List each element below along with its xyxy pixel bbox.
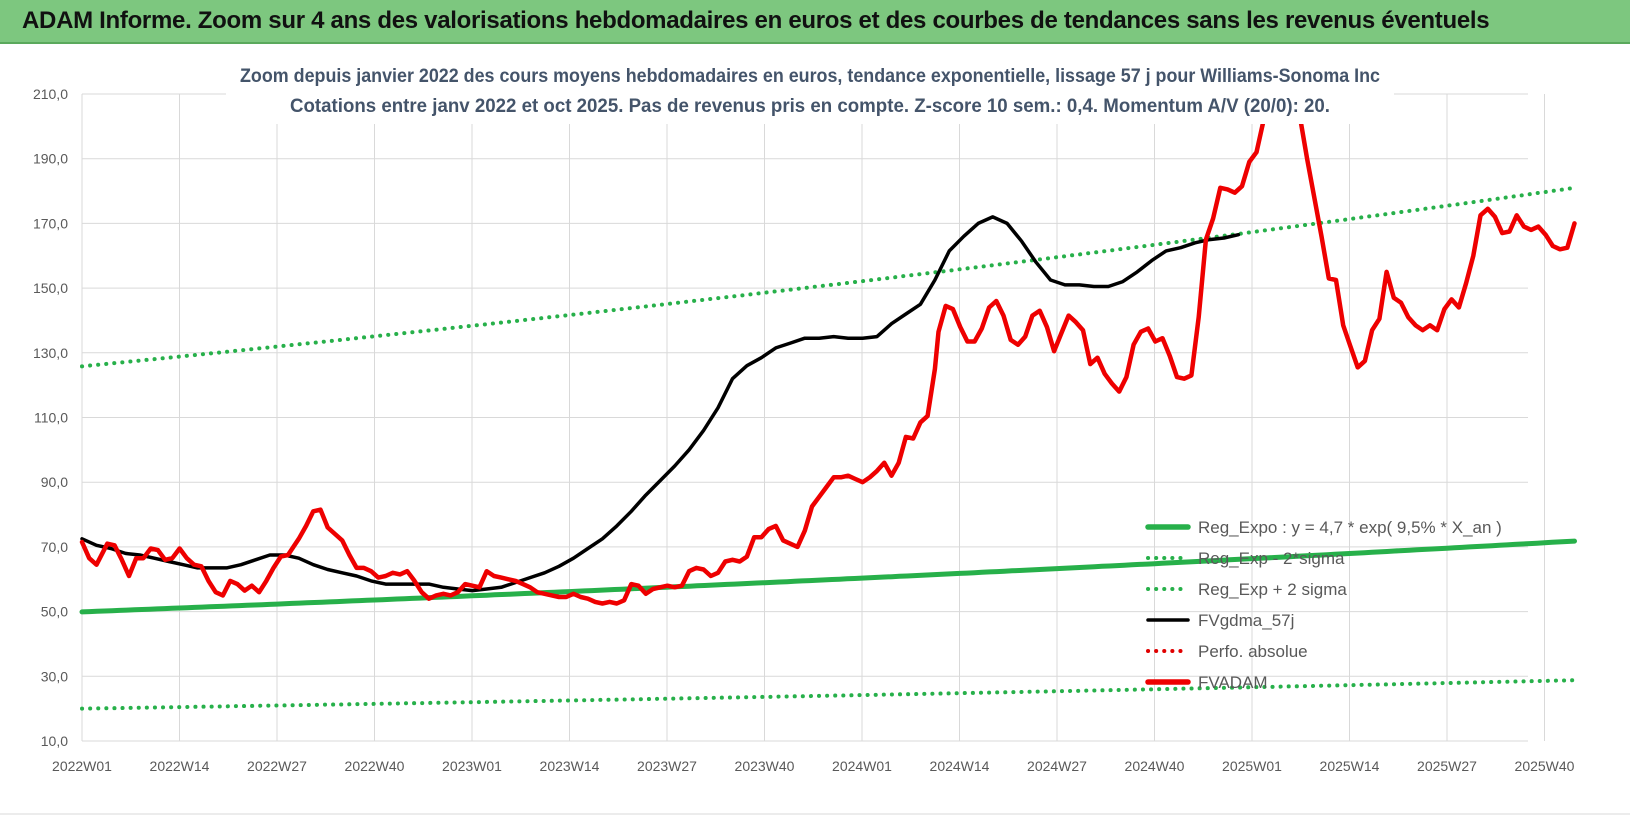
series-line-3 <box>80 215 1241 593</box>
y-tick-label: 110,0 <box>34 410 68 426</box>
x-tick-label: 2023W01 <box>442 758 502 774</box>
y-tick-label: 170,0 <box>33 215 68 231</box>
series-group <box>79 85 1577 711</box>
series-line-0 <box>79 538 1577 615</box>
x-tick-label: 2024W27 <box>1027 758 1087 774</box>
chart-background <box>0 44 1630 815</box>
legend-label: FVgdma_57j <box>1198 611 1294 630</box>
legend-label: Reg_Exp + 2 sigma <box>1198 580 1347 599</box>
x-tick-label: 2025W40 <box>1515 758 1575 774</box>
title-backdrop <box>226 66 1394 124</box>
chart-title: Zoom depuis janvier 2022 des cours moyen… <box>240 66 1380 87</box>
x-tick-label: 2022W40 <box>345 758 405 774</box>
x-tick-label: 2024W14 <box>930 758 990 774</box>
x-tick-label: 2023W40 <box>735 758 795 774</box>
legend-label: Reg_Expo : y = 4,7 * exp( 9,5% * X_an ) <box>1198 518 1502 537</box>
legend: Reg_Expo : y = 4,7 * exp( 9,5% * X_an ) R… <box>1145 518 1502 692</box>
x-tick-label: 2025W01 <box>1222 758 1282 774</box>
x-tick-label: 2025W14 <box>1320 758 1380 774</box>
y-axis-ticks: 10,0 30,0 50,0 70,0 90,0 110,0 130,0 150,0 170,0… <box>33 86 68 749</box>
legend-label: Reg_Exp - 2*sigma <box>1198 549 1345 568</box>
chart-titles: Zoom depuis janvier 2022 des cours moyen… <box>226 66 1394 124</box>
chart-area: 10,0 30,0 50,0 70,0 90,0 110,0 130,0 150,0 170,0… <box>0 44 1630 815</box>
series-line-1 <box>80 678 1577 711</box>
legend-label: FVADAM <box>1198 673 1268 692</box>
x-tick-label: 2022W01 <box>52 758 112 774</box>
x-tick-label: 2022W27 <box>247 758 307 774</box>
y-tick-label: 70,0 <box>41 539 68 555</box>
y-tick-label: 10,0 <box>41 733 68 749</box>
y-tick-label: 150,0 <box>33 280 68 296</box>
line-chart: 10,0 30,0 50,0 70,0 90,0 110,0 130,0 150,0 170,0… <box>0 44 1630 815</box>
page-title: ADAM Informe. Zoom sur 4 ans des valoris… <box>22 7 1490 34</box>
series-line-2 <box>80 185 1577 369</box>
x-tick-label: 2023W14 <box>540 758 600 774</box>
x-axis-ticks: 2022W01 2022W14 2022W27 2022W40 2023W01 2023W… <box>52 758 1575 774</box>
y-tick-label: 190,0 <box>33 151 68 167</box>
series-line-5 <box>79 85 1577 606</box>
title-bar: ADAM Informe. Zoom sur 4 ans des valoris… <box>0 0 1630 44</box>
y-tick-label: 130,0 <box>33 345 68 361</box>
y-tick-label: 30,0 <box>41 668 68 684</box>
x-tick-label: 2025W27 <box>1417 758 1477 774</box>
y-tick-label: 210,0 <box>33 86 68 102</box>
y-tick-label: 50,0 <box>41 604 68 620</box>
x-tick-label: 2024W01 <box>832 758 892 774</box>
chart-subtitle: Cotations entre janv 2022 et oct 2025. P… <box>290 96 1330 117</box>
x-tick-label: 2022W14 <box>150 758 210 774</box>
x-tick-label: 2023W27 <box>637 758 697 774</box>
y-tick-label: 90,0 <box>41 474 68 490</box>
legend-label: Perfo. absolue <box>1198 642 1308 661</box>
x-tick-label: 2024W40 <box>1125 758 1185 774</box>
